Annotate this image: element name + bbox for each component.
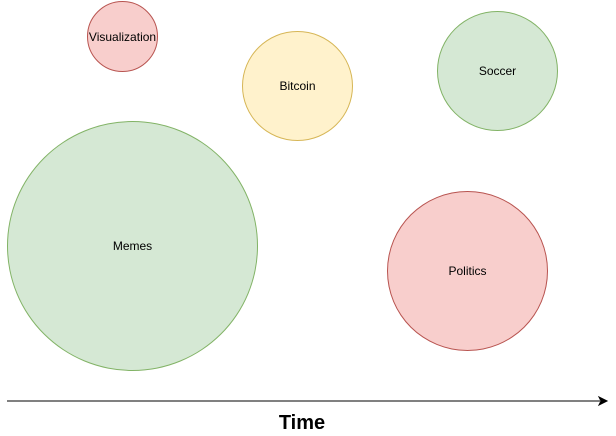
bubble-label-memes: Memes — [112, 239, 153, 253]
bubble-label-soccer: Soccer — [478, 64, 517, 78]
bubble-memes: Memes — [7, 121, 258, 371]
time-axis-label: Time — [278, 412, 326, 434]
bubble-label-visualization: Visualization — [88, 29, 157, 44]
bubble-politics: Politics — [387, 191, 548, 351]
time-axis-arrowhead — [597, 395, 609, 407]
time-axis — [7, 395, 609, 407]
bubble-visualization: Visualization — [87, 1, 158, 72]
bubble-label-bitcoin: Bitcoin — [279, 79, 316, 93]
bubble-soccer: Soccer — [437, 11, 558, 131]
bubble-bitcoin: Bitcoin — [242, 31, 353, 141]
bubble-label-politics: Politics — [448, 264, 487, 278]
